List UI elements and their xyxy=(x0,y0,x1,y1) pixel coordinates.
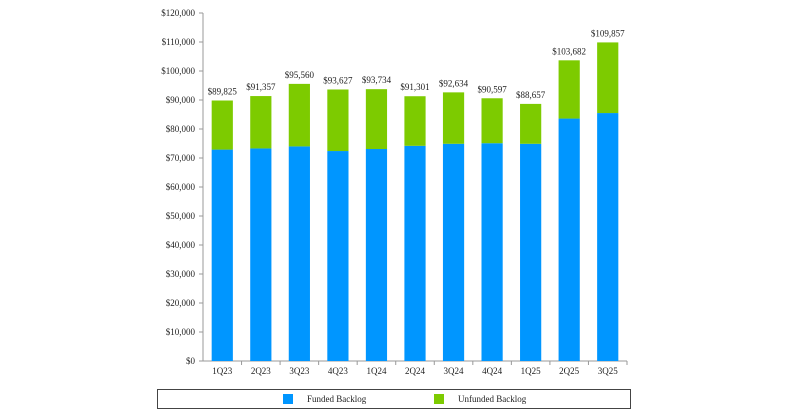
total-label: $91,357 xyxy=(246,82,276,92)
bar-unfunded xyxy=(520,103,542,144)
bar-funded xyxy=(597,113,619,361)
bar-funded xyxy=(404,145,426,361)
total-label: $95,560 xyxy=(285,70,315,80)
x-tick-label: 1Q25 xyxy=(521,366,541,376)
legend: Funded Backlog Unfunded Backlog xyxy=(157,389,631,409)
bar-funded xyxy=(365,149,388,361)
bar-unfunded xyxy=(365,89,388,150)
bar-funded xyxy=(442,143,465,361)
bar-unfunded xyxy=(481,98,503,144)
legend-label-funded: Funded Backlog xyxy=(307,394,367,404)
x-tick-label: 4Q24 xyxy=(482,366,502,376)
y-tick-label: $50,000 xyxy=(166,211,196,221)
x-tick-label: 1Q23 xyxy=(212,366,232,376)
y-tick-label: $0 xyxy=(186,356,196,366)
legend-swatch-funded xyxy=(283,394,293,404)
x-tick-label: 3Q23 xyxy=(289,366,309,376)
legend-item-funded: Funded Backlog xyxy=(283,394,366,404)
total-label: $103,682 xyxy=(552,46,586,56)
total-label: $92,634 xyxy=(439,78,469,88)
y-tick-label: $80,000 xyxy=(166,124,196,134)
bar-unfunded xyxy=(288,83,310,147)
bar-unfunded xyxy=(442,92,465,144)
total-label: $93,734 xyxy=(362,75,392,85)
bar-unfunded xyxy=(404,96,426,146)
bar-funded xyxy=(520,143,542,361)
y-tick-label: $120,000 xyxy=(161,8,195,18)
total-label: $93,627 xyxy=(323,75,353,85)
y-tick-label: $10,000 xyxy=(166,327,196,337)
bar-unfunded xyxy=(558,60,580,119)
bar-funded xyxy=(481,143,503,361)
y-tick-label: $60,000 xyxy=(166,182,196,192)
x-tick-label: 4Q23 xyxy=(328,366,348,376)
y-tick-label: $90,000 xyxy=(166,95,196,105)
bar-unfunded xyxy=(597,42,619,114)
legend-swatch-unfunded xyxy=(434,394,444,404)
y-tick-label: $40,000 xyxy=(166,240,196,250)
x-tick-label: 1Q24 xyxy=(366,366,386,376)
x-tick-label: 2Q25 xyxy=(559,366,579,376)
y-tick-label: $100,000 xyxy=(161,66,195,76)
total-label: $88,657 xyxy=(516,90,546,100)
x-tick-label: 2Q23 xyxy=(251,366,271,376)
bar-funded xyxy=(250,148,272,361)
x-tick-label: 3Q25 xyxy=(598,366,618,376)
y-tick-label: $70,000 xyxy=(166,153,196,163)
legend-label-unfunded: Unfunded Backlog xyxy=(458,394,527,404)
total-label: $91,301 xyxy=(400,82,429,92)
total-label: $90,597 xyxy=(477,84,507,94)
y-tick-label: $110,000 xyxy=(162,37,196,47)
y-tick-label: $20,000 xyxy=(166,298,196,308)
total-label: $89,825 xyxy=(208,87,238,97)
y-tick-label: $30,000 xyxy=(166,269,196,279)
total-label: $109,857 xyxy=(591,28,625,38)
bar-funded xyxy=(211,149,233,361)
bar-unfunded xyxy=(211,100,233,150)
bar-unfunded xyxy=(250,96,272,149)
bar-unfunded xyxy=(327,89,349,152)
x-tick-label: 3Q24 xyxy=(444,366,464,376)
legend-item-unfunded: Unfunded Backlog xyxy=(434,394,526,404)
bar-funded xyxy=(288,146,310,361)
x-tick-label: 2Q24 xyxy=(405,366,425,376)
bar-funded xyxy=(327,151,349,361)
bar-funded xyxy=(558,118,580,361)
